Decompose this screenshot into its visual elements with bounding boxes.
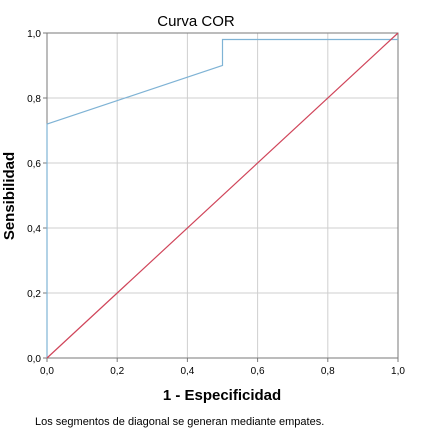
x-axis-label: 1 - Especificidad <box>163 387 281 404</box>
y-tick-label-0: 0,0 <box>27 354 41 365</box>
x-tick-label-3: 0,6 <box>251 366 265 377</box>
chart-title: Curva COR <box>157 13 235 30</box>
x-tick-label-2: 0,4 <box>180 366 194 377</box>
y-tick-label-5: 1,0 <box>27 29 41 40</box>
y-tick-label-2: 0,4 <box>27 224 41 235</box>
y-axis-ticks: 0,0 0,2 0,4 0,6 0,8 1,0 <box>27 29 47 365</box>
x-tick-label-1: 0,2 <box>110 366 124 377</box>
y-tick-label-3: 0,6 <box>27 159 41 170</box>
x-axis-ticks: 0,0 0,2 0,4 0,6 0,8 1,0 <box>40 358 405 377</box>
series-lines <box>46 32 399 359</box>
x-tick-label-4: 0,8 <box>321 366 335 377</box>
x-tick-label-5: 1,0 <box>391 366 405 377</box>
y-tick-label-4: 0,8 <box>27 94 41 105</box>
y-tick-label-1: 0,2 <box>27 289 41 300</box>
series-line-1 <box>46 32 399 359</box>
x-tick-label-0: 0,0 <box>40 366 54 377</box>
series-line-0 <box>46 38 398 358</box>
chart-footnote: Los segmentos de diagonal se generan med… <box>35 416 324 428</box>
y-axis-label: Sensibilidad <box>1 152 18 240</box>
